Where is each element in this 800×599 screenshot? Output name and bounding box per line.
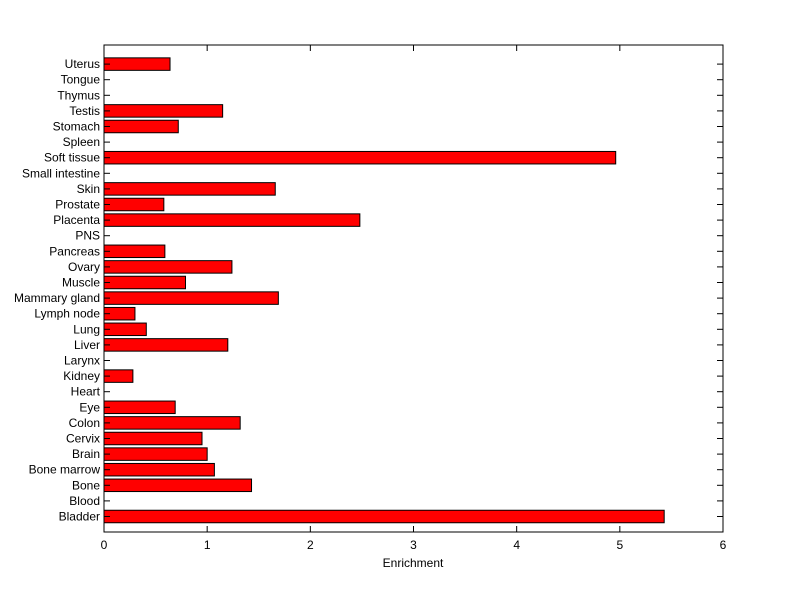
y-tick-label: Mammary gland xyxy=(14,291,100,305)
x-tick-label: 2 xyxy=(307,538,314,552)
bars-group xyxy=(103,57,665,524)
bar-brain xyxy=(103,447,208,461)
bar-muscle xyxy=(103,275,187,290)
bar-colon xyxy=(103,416,241,430)
x-tick-label: 0 xyxy=(101,538,108,552)
y-tick-label: Soft tissue xyxy=(44,151,100,165)
bar-pancreas xyxy=(103,244,166,259)
bar-skin xyxy=(103,182,276,196)
x-tick-label: 6 xyxy=(720,538,727,552)
x-tick-label: 4 xyxy=(513,538,520,552)
bar-lung xyxy=(103,322,147,337)
bar-prostate xyxy=(103,197,165,212)
bar-ovary xyxy=(103,260,233,274)
y-tick-label: Blood xyxy=(69,494,100,508)
x-tick-label: 3 xyxy=(410,538,417,552)
y-tick-label: Bladder xyxy=(59,510,100,524)
y-tick-label: Kidney xyxy=(63,369,100,383)
y-tick-label: Skin xyxy=(77,182,100,196)
bar-bone-marrow xyxy=(103,462,215,477)
x-axis: 0 1 2 3 4 5 6 xyxy=(101,45,727,552)
x-tick-label: 5 xyxy=(616,538,623,552)
y-tick-label: Placenta xyxy=(53,213,100,227)
y-tick-label: Thymus xyxy=(57,88,100,102)
y-tick-label: Uterus xyxy=(65,57,100,71)
y-tick-label: Small intestine xyxy=(22,166,100,180)
y-tick-label: Testis xyxy=(69,104,100,118)
bar-testis xyxy=(103,104,224,118)
y-tick-label: Bone xyxy=(72,478,100,492)
y-tick-label: Muscle xyxy=(62,276,100,290)
bar-bone xyxy=(103,478,253,493)
y-tick-label: PNS xyxy=(75,229,100,243)
y-tick-label: Larynx xyxy=(64,354,100,368)
y-tick-label: Liver xyxy=(74,338,100,352)
bar-soft-tissue xyxy=(103,150,617,165)
bar-liver xyxy=(103,338,229,352)
y-tick-label: Ovary xyxy=(68,260,100,274)
y-tick-label: Heart xyxy=(71,385,101,399)
y-tick-label: Spleen xyxy=(63,135,100,149)
y-tick-label: Lymph node xyxy=(34,307,100,321)
y-tick-label: Brain xyxy=(72,447,100,461)
y-tick-label: Lung xyxy=(73,322,100,336)
y-tick-label: Tongue xyxy=(61,73,101,87)
bar-cervix xyxy=(103,431,203,446)
y-tick-label: Eye xyxy=(79,400,100,414)
y-tick-label: Cervix xyxy=(66,432,100,446)
y-tick-label: Prostate xyxy=(55,198,100,212)
bar-bladder xyxy=(103,509,665,524)
bar-placenta xyxy=(103,213,361,227)
bar-stomach xyxy=(103,119,179,134)
bar-eye xyxy=(103,400,176,415)
x-tick-label: 1 xyxy=(204,538,211,552)
x-axis-label: Enrichment xyxy=(383,556,444,570)
y-tick-label: Stomach xyxy=(53,120,100,134)
y-tick-label: Colon xyxy=(69,416,100,430)
bar-mammary-gland xyxy=(103,291,279,305)
y-tick-label: Bone marrow xyxy=(29,463,101,477)
y-tick-label: Pancreas xyxy=(49,244,100,258)
bar-uterus xyxy=(103,57,171,71)
